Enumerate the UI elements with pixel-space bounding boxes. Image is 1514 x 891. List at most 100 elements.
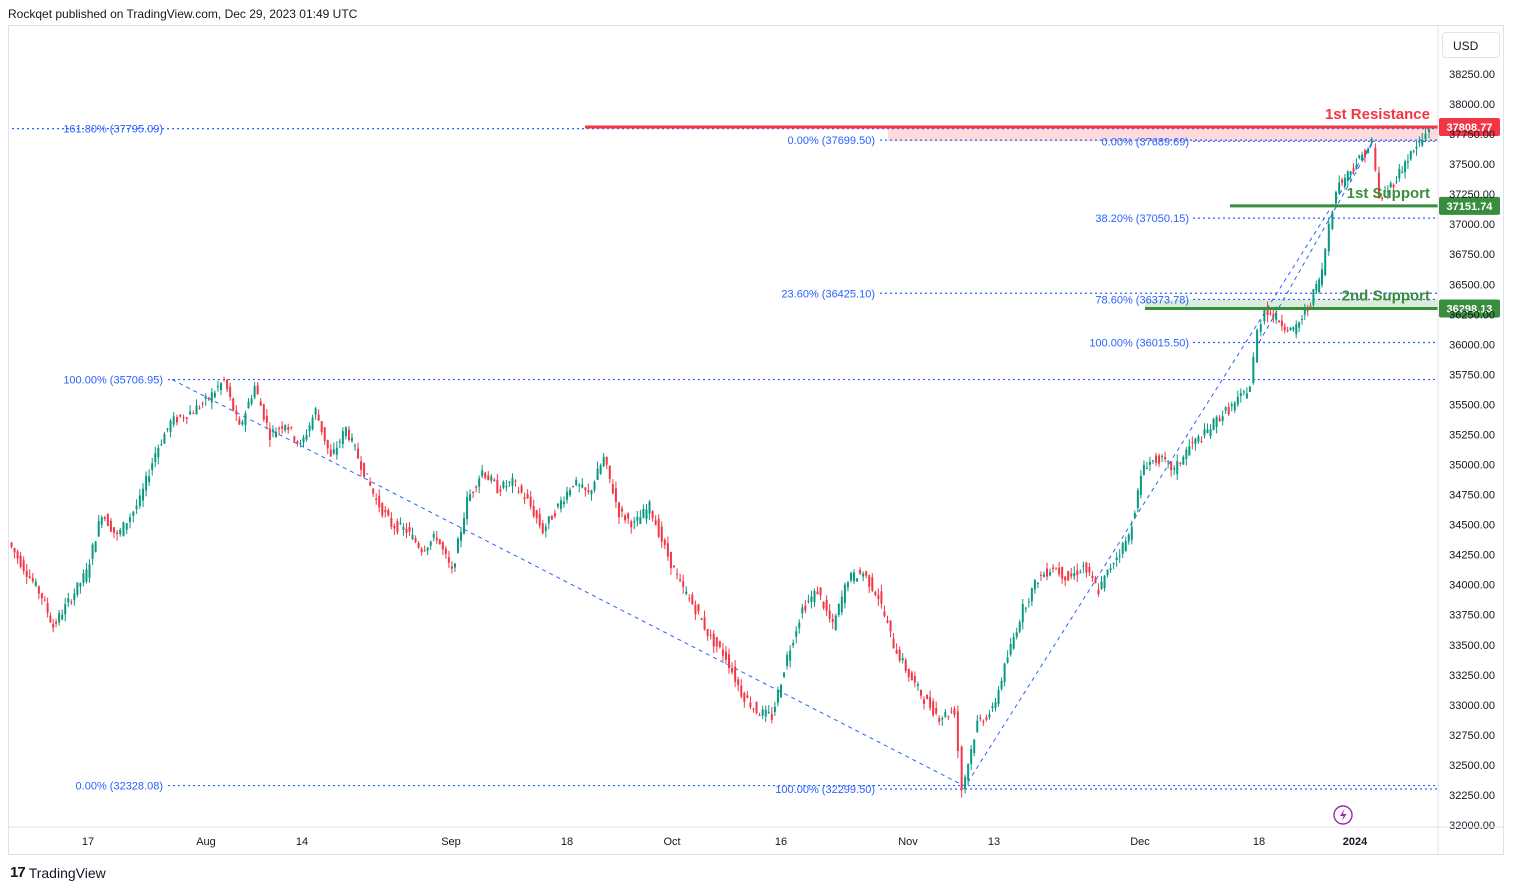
candle-body: [1386, 190, 1389, 193]
candle-body: [923, 699, 926, 704]
candle-body: [119, 529, 122, 535]
candle-body: [13, 548, 16, 553]
candle-body: [973, 739, 976, 754]
candle-body: [642, 509, 645, 518]
candle-body: [151, 463, 154, 471]
candle-body: [1306, 310, 1309, 312]
candle-body: [396, 520, 399, 533]
candle-body: [198, 407, 201, 409]
candle-body: [700, 618, 703, 620]
tradingview-mark-icon: 17: [10, 864, 26, 881]
candle-body: [624, 515, 627, 521]
candle-body: [1252, 357, 1255, 384]
candle-body: [776, 689, 779, 703]
candle-body: [1286, 330, 1289, 332]
candle-body: [347, 429, 350, 441]
candle-body: [1046, 568, 1048, 577]
candle-body: [737, 679, 740, 686]
candle-body: [335, 447, 338, 455]
candle-body: [34, 581, 37, 586]
candle-body: [761, 709, 764, 716]
y-axis-tick: 38250.00: [1449, 69, 1495, 81]
candle-body: [831, 618, 834, 623]
candle-body: [813, 591, 816, 603]
candle-body: [1203, 429, 1206, 436]
candle-body: [305, 434, 308, 440]
candle-body: [605, 456, 608, 465]
candle-body: [904, 660, 907, 671]
candle-body: [1200, 441, 1203, 443]
candle-body: [116, 532, 119, 535]
candle-body: [456, 538, 459, 554]
candle-body: [822, 602, 825, 609]
currency-button[interactable]: USD: [1442, 32, 1500, 58]
flash-icon[interactable]: [1333, 805, 1353, 825]
key-level-title: 1st Support: [1347, 185, 1430, 202]
candle-body: [378, 495, 381, 508]
candle-body: [1401, 171, 1404, 173]
candle-body: [1227, 407, 1230, 415]
candle-body: [575, 479, 578, 485]
candle-body: [502, 481, 505, 489]
candle-body: [721, 649, 724, 656]
candle-body: [481, 470, 484, 476]
candle-body: [976, 720, 979, 732]
candle-body: [877, 595, 880, 600]
candle-body: [645, 509, 648, 520]
candle-body: [786, 655, 789, 666]
candle-body: [669, 552, 672, 569]
candle-body: [112, 527, 115, 533]
candle-body: [354, 445, 356, 447]
candle-body: [290, 426, 293, 428]
candle-body: [487, 475, 490, 481]
price-tag: 37808.77: [1447, 122, 1493, 134]
candle-body: [450, 566, 453, 569]
x-axis-tick: Oct: [663, 836, 680, 848]
candle-body: [538, 513, 541, 526]
candle-body: [556, 503, 559, 507]
candle-body: [511, 477, 514, 487]
candle-body: [1130, 526, 1133, 540]
key-level-title: 2nd Support: [1342, 288, 1430, 305]
flash-icon-bolt: [1340, 809, 1347, 821]
candle-body: [244, 413, 247, 425]
candle-body: [1136, 490, 1139, 508]
candle-body: [375, 498, 378, 500]
candle-body: [505, 485, 508, 487]
candle-body: [1003, 663, 1006, 683]
candle-body: [135, 505, 138, 510]
candle-body: [654, 520, 657, 526]
candle-body: [880, 591, 883, 604]
candle-body: [1206, 429, 1209, 433]
candle-body: [834, 615, 837, 631]
chart-frame[interactable]: [8, 25, 1504, 855]
tradingview-logo[interactable]: 17 TradingView: [10, 864, 106, 881]
candle-body: [553, 513, 556, 517]
candle-body: [1094, 578, 1097, 584]
candle-body: [106, 514, 109, 527]
candle-body: [1295, 324, 1298, 335]
candle-body: [746, 695, 749, 698]
candle-body: [994, 702, 997, 708]
fib-level-label: 100.00% (35706.95): [63, 375, 163, 387]
candle-body: [1170, 461, 1173, 471]
candle-body: [1355, 165, 1358, 170]
candle-body: [559, 500, 562, 509]
candle-body: [444, 548, 447, 555]
candle-body: [627, 513, 630, 519]
x-axis-tick: 13: [988, 836, 1000, 848]
x-axis-tick: 18: [561, 836, 573, 848]
candle-body: [964, 776, 967, 790]
candle-body: [1103, 575, 1106, 589]
candle-body: [219, 383, 222, 391]
candle-body: [1392, 184, 1395, 188]
level-zone: [1145, 299, 1438, 309]
candle-body: [414, 538, 417, 543]
candle-body: [910, 672, 913, 681]
candle-body: [907, 668, 910, 678]
candle-body: [572, 486, 575, 488]
candle-body: [232, 398, 235, 411]
candle-body: [614, 488, 617, 502]
candle-body: [1266, 306, 1269, 316]
